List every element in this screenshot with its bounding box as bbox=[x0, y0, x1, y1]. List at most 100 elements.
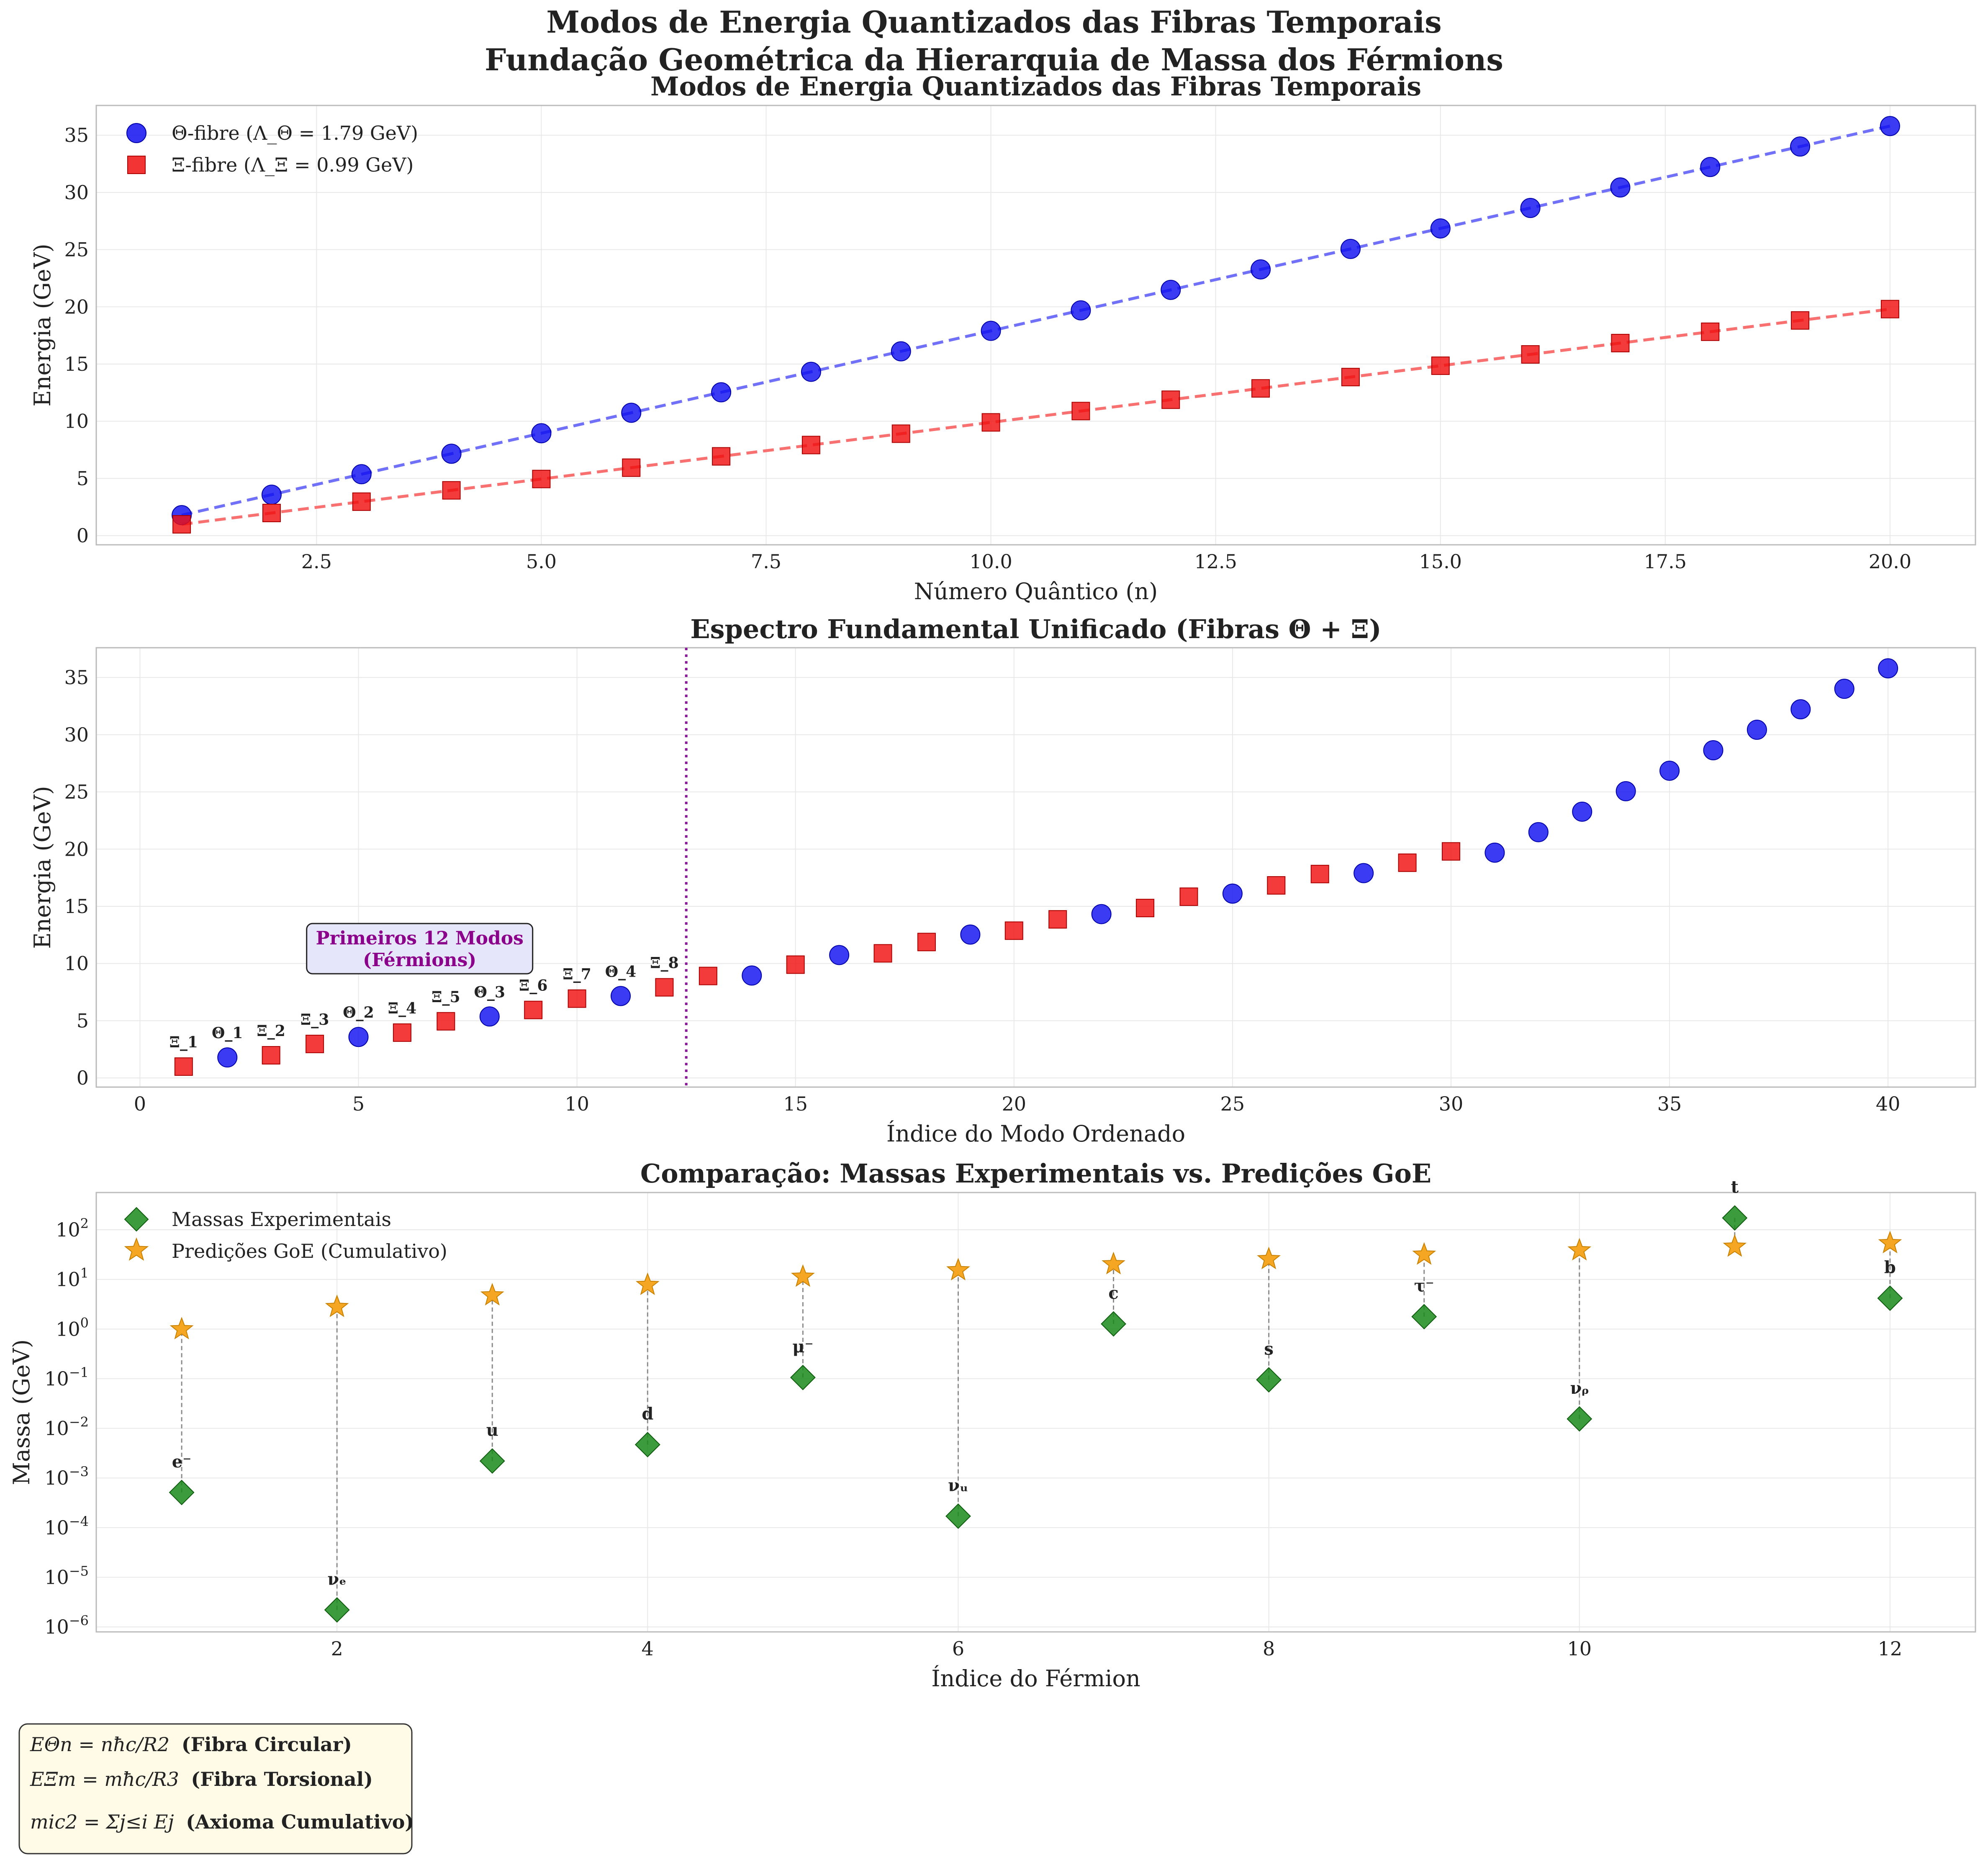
xi-mode-point bbox=[1880, 300, 1899, 318]
panel1-ytick-label: 30 bbox=[64, 181, 89, 204]
panel2-ytick-label: 10 bbox=[64, 952, 89, 975]
ytick-base: 10 bbox=[44, 1566, 69, 1588]
formula-1-lhs: EΘn = nħc/R2 bbox=[30, 1733, 170, 1756]
panel3-xtick-label: 6 bbox=[952, 1637, 964, 1660]
experimental-mass-point bbox=[790, 1365, 816, 1390]
goe-prediction-star bbox=[1102, 1252, 1125, 1275]
panel2-xtick-label: 20 bbox=[1002, 1093, 1027, 1115]
ytick-exponent: −4 bbox=[69, 1513, 89, 1529]
panel1-xtick-label: 17.5 bbox=[1644, 550, 1687, 573]
legend-goe-marker bbox=[124, 1237, 149, 1261]
theta-spectrum-point bbox=[217, 1047, 238, 1068]
panel2-ytick-label: 35 bbox=[64, 666, 89, 689]
formula-3-text: (Axioma Cumulativo) bbox=[186, 1811, 414, 1833]
mode-label: Ξ_4 bbox=[388, 1000, 416, 1017]
panel3-ytick-label: 10−3 bbox=[44, 1464, 89, 1489]
ytick-base: 10 bbox=[44, 1516, 69, 1539]
panel1-ytick-label: 25 bbox=[64, 239, 89, 261]
panel1-xlabel: Número Quântico (n) bbox=[914, 578, 1158, 605]
panel1-ytick-label: 35 bbox=[64, 124, 89, 146]
panel1-ytick-label: 5 bbox=[77, 467, 89, 490]
xi-spectrum-point bbox=[917, 933, 936, 952]
xi-mode-point bbox=[801, 436, 820, 454]
xi-mode-point bbox=[1431, 357, 1450, 375]
fermion-label: νᵤ bbox=[948, 1476, 968, 1495]
theta-mode-point bbox=[891, 341, 911, 362]
panel3-xtick-label: 4 bbox=[642, 1637, 654, 1660]
panel1-ytick-label: 0 bbox=[77, 524, 89, 547]
fermion-label: t bbox=[1731, 1177, 1739, 1197]
xi-spectrum-point bbox=[306, 1034, 324, 1053]
xi-mode-point bbox=[442, 481, 461, 500]
theta-mode-point bbox=[981, 321, 1001, 341]
panel2-ytick-label: 25 bbox=[64, 781, 89, 803]
legend-xi-label: Ξ-fibre (Λ_Ξ = 0.99 GeV) bbox=[172, 154, 414, 176]
xi-mode-point bbox=[1791, 311, 1810, 330]
experimental-mass-point bbox=[1567, 1406, 1592, 1432]
panel3-ytick-label: 10−4 bbox=[44, 1513, 89, 1539]
panel2-xtick-label: 10 bbox=[565, 1093, 589, 1115]
fermion-label: s bbox=[1264, 1339, 1274, 1359]
theta-mode-point bbox=[1520, 198, 1541, 218]
panel3-ticks: 2 4 6 8 10 1210−610−510−410−310−210−110010110… bbox=[44, 1216, 1902, 1660]
theta-spectrum-point bbox=[829, 945, 850, 965]
experimental-mass-point bbox=[1411, 1304, 1437, 1330]
theta-spectrum-point bbox=[1222, 883, 1243, 904]
panel1-marks bbox=[172, 116, 1900, 534]
panel3-title: Comparação: Massas Experimentais vs. Pre… bbox=[640, 1158, 1431, 1189]
panel1-xtick-label: 5.0 bbox=[526, 550, 557, 573]
panel3-ytick-label: 102 bbox=[56, 1216, 89, 1241]
theta-spectrum-point bbox=[1485, 842, 1505, 863]
panel3-marks: e⁻ νₑ u d μ⁻ νᵤ c s τ⁻ νᵨ t b bbox=[169, 1177, 1903, 1623]
panel1-xtick-label: 2.5 bbox=[301, 550, 332, 573]
xi-mode-point bbox=[712, 447, 731, 466]
ytick-exponent: −3 bbox=[69, 1464, 89, 1480]
experimental-mass-point bbox=[1256, 1367, 1282, 1393]
mode-label: Θ_3 bbox=[474, 983, 505, 1001]
fermion-label: c bbox=[1108, 1283, 1118, 1303]
theta-mode-point bbox=[1071, 300, 1091, 321]
fermion-label: d bbox=[642, 1404, 653, 1424]
xi-spectrum-point bbox=[568, 989, 586, 1008]
formula-line-3: mic2 = Σj≤i Ej (Axioma Cumulativo) bbox=[30, 1811, 414, 1833]
theta-mode-point bbox=[1430, 218, 1451, 239]
theta-spectrum-point bbox=[479, 1006, 500, 1027]
theta-mode-point bbox=[261, 485, 282, 505]
xi-mode-point bbox=[532, 469, 551, 488]
panel-mass-comparison: 2 4 6 8 10 1210−610−510−410−310−210−110010110… bbox=[8, 1158, 1976, 1692]
theta-spectrum-point bbox=[1354, 863, 1374, 883]
panel3-ytick-label: 100 bbox=[56, 1315, 89, 1340]
legend-goe-label: Predições GoE (Cumulativo) bbox=[172, 1240, 447, 1262]
xi-mode-point bbox=[1161, 390, 1180, 409]
legend-xi-marker bbox=[127, 156, 146, 174]
xi-mode-point bbox=[1071, 402, 1090, 421]
mode-label: Θ_4 bbox=[605, 963, 636, 980]
panel1-ytick-label: 20 bbox=[64, 295, 89, 318]
panel2-ylabel: Energia (GeV) bbox=[29, 786, 56, 949]
panel2-title: Espectro Fundamental Unificado (Fibras Θ… bbox=[690, 614, 1381, 644]
goe-prediction-star bbox=[1412, 1242, 1436, 1265]
ytick-exponent: −6 bbox=[69, 1613, 89, 1629]
panel3-ytick-label: 10−1 bbox=[44, 1365, 89, 1390]
formula-line-1: EΘn = nħc/R2 (Fibra Circular) bbox=[30, 1733, 352, 1756]
mode-label: Ξ_3 bbox=[301, 1011, 329, 1029]
suptitle-line-1: Modos de Energia Quantizados das Fibras … bbox=[546, 4, 1441, 40]
ytick-base: 10 bbox=[44, 1467, 69, 1489]
panel1-frame bbox=[95, 105, 1976, 546]
panel2-xtick-label: 15 bbox=[783, 1093, 808, 1115]
theta-fit-line bbox=[181, 124, 1890, 517]
fermion-label: τ⁻ bbox=[1414, 1276, 1434, 1296]
legend-theta-label: Θ-fibre (Λ_Θ = 1.79 GeV) bbox=[172, 122, 418, 144]
goe-prediction-star bbox=[791, 1264, 815, 1287]
mode-label: Ξ_8 bbox=[650, 954, 678, 972]
goe-prediction-star bbox=[946, 1257, 970, 1281]
panel2-ticks: 0 5 10 15 20 25 30 35 40 0 5 10 15 20 25 30 35 bbox=[64, 666, 1900, 1115]
panel2-ytick-label: 5 bbox=[77, 1009, 89, 1032]
panel3-ytick-label: 101 bbox=[56, 1265, 89, 1291]
xi-mode-point bbox=[1251, 379, 1270, 398]
formula-2-text: (Fibra Torsional) bbox=[191, 1768, 373, 1790]
mode-label: Ξ_1 bbox=[170, 1034, 198, 1051]
panel-fiber-energy-modes: 2.5 5.0 7.5 10.0 12.5 15.0 17.5 20.0 0 5 10 15 20 25 3… bbox=[29, 71, 1976, 605]
ytick-base: 10 bbox=[44, 1367, 69, 1390]
panel1-ytick-label: 10 bbox=[64, 410, 89, 433]
